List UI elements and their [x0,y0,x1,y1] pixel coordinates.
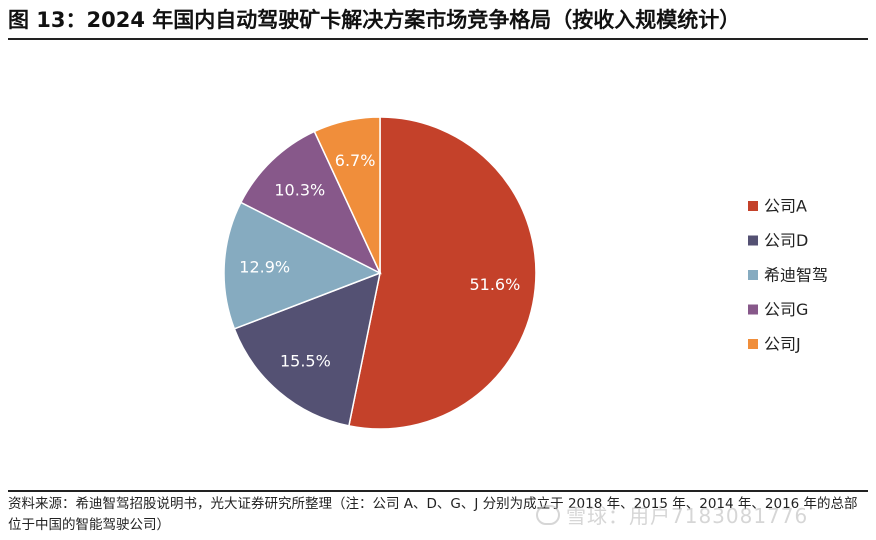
pie-slice [223,201,382,330]
legend-swatch [748,304,758,315]
pie-chart: 51.6%15.5%12.9%10.3%6.7% 公司A公司D希迪智驾公司G公司… [223,116,828,430]
source-note: 资料来源：希迪智驾招股说明书，光大证券研究所整理（注：公司 A、D、G、J 分别… [8,496,858,533]
pie-slice [239,130,382,275]
legend-swatch [748,235,758,246]
pie-slice [313,116,381,274]
pie-slice [347,116,537,430]
slice-value-label: 15.5% [280,352,331,371]
watermark-text: 雪球：用户7183081776 [566,504,809,528]
legend-swatch [748,339,758,349]
legend-swatch [748,270,758,280]
source-divider [8,490,868,492]
title-divider [8,38,868,40]
legend-label: 公司G [764,300,808,319]
pie-slices [223,116,537,430]
slice-value-label: 10.3% [274,180,325,199]
pie-slice-labels: 51.6% 15.5% 12.9% 10.3% 6.7% [239,151,520,371]
legend-label: 公司A [764,197,807,216]
slice-value-label: 51.6% [469,275,520,294]
slice-value-label: 12.9% [239,258,290,277]
legend-label: 公司D [764,231,808,250]
legend-label: 公司J [764,335,801,354]
watermark: 雪球：用户7183081776 [536,500,808,529]
xueqiu-logo-icon [536,505,560,525]
slice-value-label: 6.7% [335,151,376,170]
pie-slice [233,271,382,427]
legend-swatch [748,201,758,211]
legend-label: 希迪智驾 [764,266,828,285]
chart-title: 图 13：2024 年国内自动驾驶矿卡解决方案市场竞争格局（按收入规模统计） [8,8,741,32]
